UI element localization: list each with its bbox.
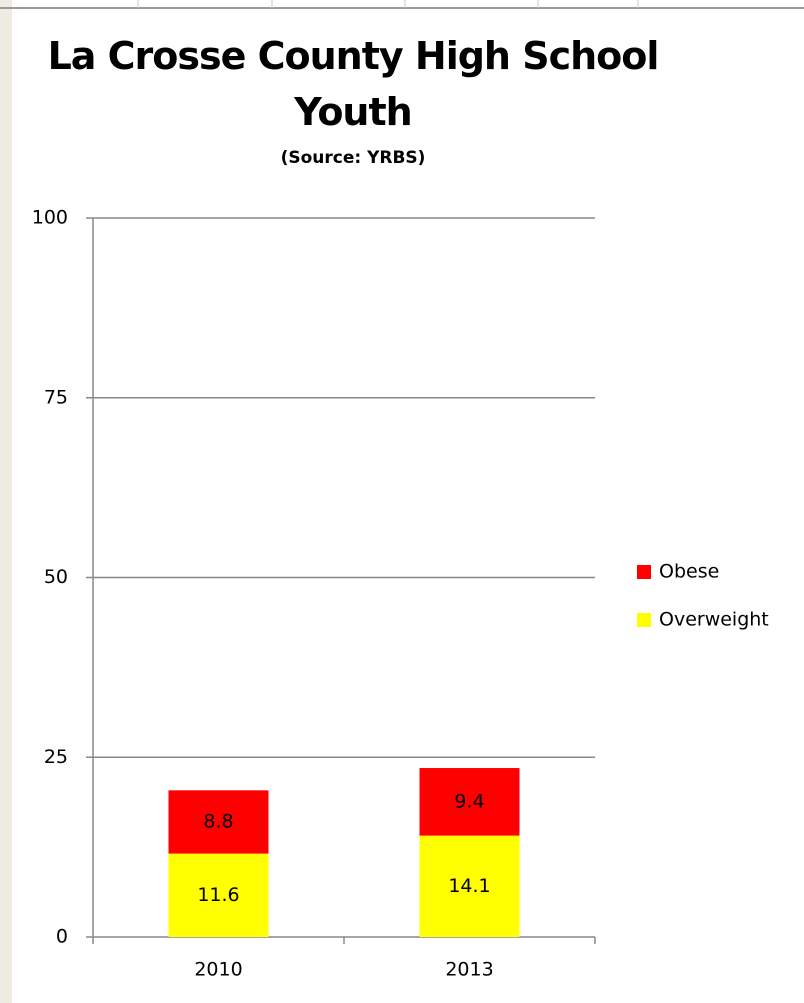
data-label: 8.8: [203, 810, 233, 832]
bar-segment: [419, 768, 520, 836]
bar-segment: [168, 790, 269, 854]
legend-swatch: [637, 565, 651, 579]
legend-swatch: [637, 613, 651, 627]
legend-label: Obese: [659, 561, 719, 583]
x-tick-label: 2010: [194, 959, 242, 981]
chart-subtitle: (Source: YRBS): [280, 148, 426, 168]
y-tick-label: 75: [44, 386, 68, 408]
bar-segment: [168, 853, 269, 937]
y-tick-label: 25: [44, 746, 68, 768]
y-tick-label: 0: [56, 926, 68, 948]
bar-segment: [419, 835, 520, 937]
sheet-cells: [137, 0, 639, 8]
x-tick-label: 2013: [445, 959, 493, 981]
data-label: 9.4: [454, 790, 484, 812]
data-label: 14.1: [448, 875, 490, 897]
y-tick-label: 50: [44, 566, 68, 588]
data-label: 11.6: [197, 884, 239, 906]
chart-title: La Crosse County High School Youth: [47, 34, 660, 134]
legend-label: Overweight: [659, 609, 769, 631]
sheet-margin: [0, 0, 12, 1003]
y-tick-label: 100: [32, 207, 68, 229]
